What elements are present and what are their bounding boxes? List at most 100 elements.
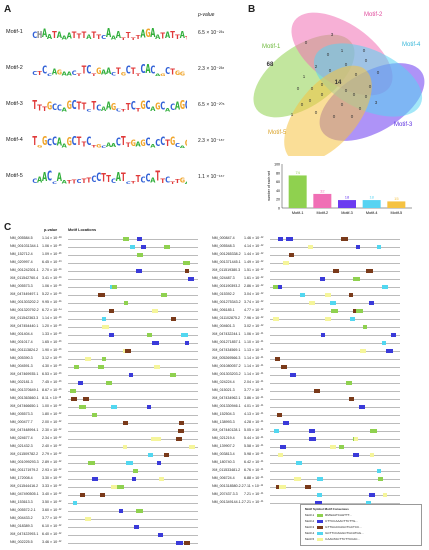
logo-base: T xyxy=(95,33,101,41)
venn-count: 0 xyxy=(359,106,362,111)
logo-base: G xyxy=(159,73,165,77)
x-tick-label: Motif-2 xyxy=(317,211,329,215)
logo-base: A xyxy=(140,29,146,41)
sequence-line xyxy=(68,415,198,416)
transcript-id: NM_001031344.1 xyxy=(10,244,39,248)
logo-base: T xyxy=(125,102,131,114)
logo-base: T xyxy=(164,139,170,150)
transcript-pvalue: 4.77 × 10⁻¹² xyxy=(244,308,264,312)
transcript-id: NM_153613.3 xyxy=(10,500,33,504)
motif-site xyxy=(280,445,286,449)
motif-site xyxy=(289,253,294,257)
motif-site xyxy=(70,389,76,393)
table-row: NM_001031344.1 1.06 × 10⁻²³ xyxy=(10,244,210,250)
logo-base: T xyxy=(135,108,141,113)
motif-site xyxy=(382,285,388,289)
transcript-pvalue: 1.00 × 10⁻¹² xyxy=(42,404,62,408)
sequence-line xyxy=(270,367,400,368)
motif-site xyxy=(161,293,168,297)
location-table-left: NM_005584.5 1.14 × 10⁻²⁸ NM_001031344.1 1.0… xyxy=(10,236,210,548)
sequence-line xyxy=(68,487,198,488)
venn-label: Motif-3 xyxy=(394,122,413,128)
motif-site xyxy=(376,469,381,473)
logo-base: T xyxy=(51,30,57,41)
table-row: XM_047434569.1 1.13 × 10⁻¹¹ xyxy=(212,348,412,354)
logo-base: T xyxy=(125,142,131,149)
transcript-id: NM_015392.2 xyxy=(212,292,235,296)
legend-item: Motif-5 CAAGTACTTCTTCCAC... xyxy=(305,537,360,541)
logo-base: C xyxy=(130,100,136,113)
table-row: XM_011542363.3 1.14 × 10⁻¹³ xyxy=(10,316,210,322)
bar-value-label: 18 xyxy=(369,195,374,200)
motif-site xyxy=(355,245,360,249)
logo-base: A xyxy=(179,30,185,41)
motif-site xyxy=(275,485,282,489)
motif-site xyxy=(77,381,83,385)
motif-site xyxy=(276,413,283,417)
transcript-pvalue: 2.86 × 10⁻¹² xyxy=(244,284,264,288)
sequence-line xyxy=(68,295,198,296)
legend-swatch xyxy=(317,531,324,535)
logo-base: G xyxy=(56,69,62,77)
table-row: NM_001330946.1 4.01 × 10⁻¹¹ xyxy=(212,404,412,410)
sequence-line xyxy=(68,407,198,408)
table-row: NM_207437.3.3 7.21 × 10⁻¹¹ xyxy=(212,492,412,498)
logo-base: C xyxy=(159,135,165,149)
transcript-id: NM_004591.3 xyxy=(10,364,33,368)
logo-base: A xyxy=(150,27,156,41)
logo-base: T xyxy=(86,177,92,185)
logo-base: T xyxy=(81,140,87,149)
motif-site xyxy=(131,477,136,481)
logo-base: T xyxy=(41,106,47,113)
transcript-pvalue: 1.61 × 10⁻¹² xyxy=(244,276,264,280)
motif-site xyxy=(123,237,129,241)
transcript-pvalue: 7.21 × 10⁻¹¹ xyxy=(244,492,264,496)
transcript-id: NM_001318580.2.2 xyxy=(212,484,244,488)
sequence-line xyxy=(270,239,400,240)
logo-base: C xyxy=(145,99,151,113)
transcript-id: NM_000477.7 xyxy=(10,420,33,424)
table-row: XM_011519380.3 1.51 × 10⁻¹² xyxy=(212,268,412,274)
sequence-line xyxy=(68,287,198,288)
logo-base: C xyxy=(32,31,37,41)
logo-base: C xyxy=(164,66,170,77)
logo-base: G xyxy=(174,70,180,77)
motif-site xyxy=(108,333,114,337)
sequence-line xyxy=(270,455,400,456)
venn-label: Motif-5 xyxy=(268,130,287,136)
venn-count: 1 xyxy=(303,74,306,79)
motif-site xyxy=(117,485,124,489)
bar-1 xyxy=(288,175,307,208)
sequence-line xyxy=(270,399,400,400)
motif-site xyxy=(176,437,182,441)
motif-name: Motif-1 xyxy=(6,29,23,35)
location-table-right: NM_000847.4 1.46 × 10⁻¹² NM_005548.3 4.14 ×… xyxy=(212,236,422,548)
motif-site xyxy=(154,437,161,441)
transcript-id: NM_006724.4 xyxy=(212,476,235,480)
table-row: XM_011542760.4 3.41 × 10⁻¹⁶ xyxy=(10,276,210,282)
logo-base: A xyxy=(105,142,111,149)
table-row: NM_005390.3 3.12 × 10⁻¹³ xyxy=(10,356,210,362)
transcript-pvalue: 2.79 × 10⁻¹² xyxy=(42,452,62,456)
logo-base: C xyxy=(46,72,52,77)
motif-site xyxy=(277,285,283,289)
motif-site xyxy=(79,405,86,409)
sequence-line xyxy=(270,407,400,408)
logo-base: A xyxy=(66,71,72,77)
transcript-id: NM_024224.4 xyxy=(212,380,235,384)
motif-pvalue: 1.1 × 10⁻¹⁶⁷ xyxy=(198,174,225,180)
transcript-id: NM_005572.2.1 xyxy=(10,508,36,512)
transcript-pvalue: 5.22 × 10⁻¹⁵ xyxy=(42,292,62,296)
logo-base: A xyxy=(105,101,111,113)
logo-base: T xyxy=(81,30,87,41)
motif-pvalue: 2.3 × 10⁻²³⁸ xyxy=(198,66,225,72)
venn-count: 0 xyxy=(341,102,344,107)
sequence-line xyxy=(68,367,198,368)
motif-site xyxy=(71,397,78,401)
bar-5 xyxy=(387,201,406,208)
logo-base: T xyxy=(36,104,42,113)
logo-base: G xyxy=(66,100,72,113)
logo-base: C xyxy=(71,70,77,78)
col-locations-header: Motif Locations xyxy=(68,228,97,232)
transcript-pvalue: 4.28 × 10⁻¹¹ xyxy=(244,420,264,424)
